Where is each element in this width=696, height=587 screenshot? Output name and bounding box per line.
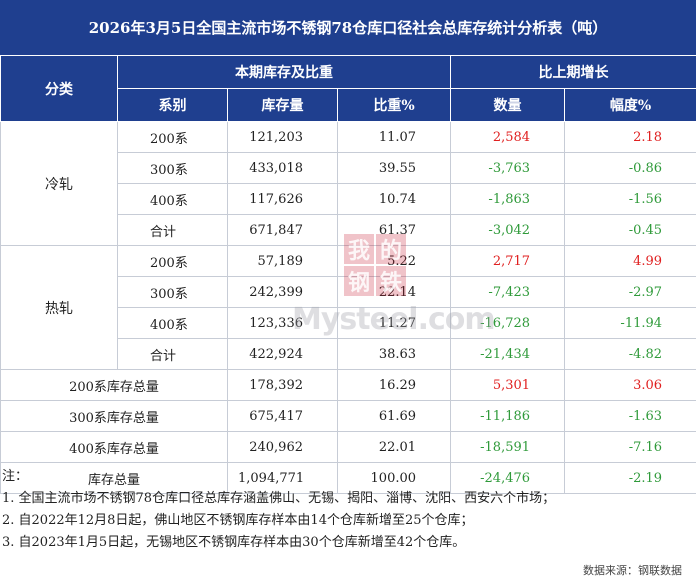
change-pct-cell: 3.06 <box>564 369 696 401</box>
share-cell: 11.27 <box>336 307 452 339</box>
header-qty: 数量 <box>450 88 566 122</box>
table-row: 400系 117,626 10.74 -1,863 -1.56 <box>1 183 696 215</box>
series-cell: 200系 <box>117 245 228 277</box>
change-qty-cell: 2,584 <box>450 121 566 153</box>
table-title: 2026年3月5日全国主流市场不锈钢78仓库口径社会总库存统计分析表（吨） <box>0 0 696 55</box>
total-label-cell: 300系库存总量 <box>0 400 228 432</box>
change-pct-cell: -1.56 <box>564 183 696 215</box>
total-row: 200系库存总量 178,392 16.29 5,301 3.06 <box>0 369 696 401</box>
share-cell: 10.74 <box>336 183 452 215</box>
share-cell: 39.55 <box>336 152 452 184</box>
stock-cell: 178,392 <box>227 369 338 401</box>
stock-cell: 422,924 <box>227 338 338 370</box>
total-row: 库存总量 1,094,771 100.00 -24,476 -2.19 <box>0 462 696 494</box>
change-qty-cell: -16,728 <box>450 307 566 339</box>
series-cell: 300系 <box>117 276 228 308</box>
notes: 注： 1. 全国主流市场不锈钢78仓库口径总库存涵盖佛山、无锡、揭阳、淄博、沈阳… <box>2 466 692 554</box>
total-label-cell: 400系库存总量 <box>0 431 228 463</box>
share-cell: 5.22 <box>336 245 452 277</box>
change-qty-cell: 2,717 <box>450 245 566 277</box>
change-qty-cell: -18,591 <box>450 431 566 463</box>
stock-cell: 240,962 <box>227 431 338 463</box>
change-qty-cell: -3,763 <box>450 152 566 184</box>
note-line: 1. 全国主流市场不锈钢78仓库口径总库存涵盖佛山、无锡、揭阳、淄博、沈阳、西安… <box>2 491 556 506</box>
table-row: 300系 242,399 22.14 -7,423 -2.97 <box>1 276 696 308</box>
change-pct-cell: -2.19 <box>564 462 696 494</box>
share-cell: 16.29 <box>336 369 452 401</box>
stock-cell: 121,203 <box>227 121 338 153</box>
share-cell: 38.63 <box>336 338 452 370</box>
header-series: 系别 <box>117 88 228 122</box>
series-cell: 400系 <box>117 183 228 215</box>
category-cell: 冷轧 <box>0 121 118 246</box>
header-stock: 库存量 <box>227 88 338 122</box>
share-cell: 22.01 <box>336 431 452 463</box>
total-row: 300系库存总量 675,417 61.69 -11,186 -1.63 <box>0 400 696 432</box>
stock-cell: 675,417 <box>227 400 338 432</box>
change-qty-cell: -11,186 <box>450 400 566 432</box>
note-line: 2. 自2022年12月8日起，佛山地区不锈钢库存样本由14个仓库新增至25个仓… <box>2 513 474 528</box>
header-category: 分类 <box>0 55 118 122</box>
change-pct-cell: -11.94 <box>564 307 696 339</box>
stock-cell: 57,189 <box>227 245 338 277</box>
change-qty-cell: -21,434 <box>450 338 566 370</box>
header-pct: 幅度% <box>564 88 696 122</box>
header-change-group: 比上期增长 <box>450 55 696 89</box>
change-pct-cell: -4.82 <box>564 338 696 370</box>
change-pct-cell: -2.97 <box>564 276 696 308</box>
table-row: 300系 433,018 39.55 -3,763 -0.86 <box>1 152 696 184</box>
series-cell: 300系 <box>117 152 228 184</box>
series-cell: 200系 <box>117 121 228 153</box>
share-cell: 22.14 <box>336 276 452 308</box>
table-row: 400系 123,336 11.27 -16,728 -11.94 <box>1 307 696 339</box>
note-line: 3. 自2023年1月5日起，无锡地区不锈钢库存样本由30个仓库新增至42个仓库… <box>2 535 466 550</box>
share-cell: 100.00 <box>336 462 452 494</box>
series-cell: 合计 <box>117 338 228 370</box>
series-cell: 400系 <box>117 307 228 339</box>
change-qty-cell: 5,301 <box>450 369 566 401</box>
header-share: 比重% <box>336 88 452 122</box>
inventory-table: 分类 本期库存及比重 比上期增长 系别 库存量 比重% 数量 幅度% 冷轧 200… <box>0 55 696 494</box>
stock-cell: 117,626 <box>227 183 338 215</box>
table-row: 合计 422,924 38.63 -21,434 -4.82 <box>1 338 696 370</box>
change-pct-cell: 4.99 <box>564 245 696 277</box>
total-label-cell: 库存总量 <box>0 462 228 494</box>
table-row: 热轧 200系 57,189 5.22 2,717 4.99 <box>0 245 696 370</box>
share-cell: 11.07 <box>336 121 452 153</box>
change-pct-cell: -1.63 <box>564 400 696 432</box>
table-row: 冷轧 200系 121,203 11.07 2,584 2.18 <box>0 121 696 246</box>
data-source: 数据来源：钢联数据 <box>583 564 682 577</box>
change-pct-cell: -0.86 <box>564 152 696 184</box>
category-cell: 热轧 <box>0 245 118 370</box>
change-pct-cell: -7.16 <box>564 431 696 463</box>
series-cell: 合计 <box>117 214 228 246</box>
stock-cell: 242,399 <box>227 276 338 308</box>
share-cell: 61.69 <box>336 400 452 432</box>
stock-cell: 123,336 <box>227 307 338 339</box>
share-cell: 61.37 <box>336 214 452 246</box>
change-qty-cell: -1,863 <box>450 183 566 215</box>
total-row: 400系库存总量 240,962 22.01 -18,591 -7.16 <box>0 431 696 463</box>
total-label-cell: 200系库存总量 <box>0 369 228 401</box>
change-pct-cell: -0.45 <box>564 214 696 246</box>
change-qty-cell: -24,476 <box>450 462 566 494</box>
table-row: 合计 671,847 61.37 -3,042 -0.45 <box>1 214 696 246</box>
change-qty-cell: -7,423 <box>450 276 566 308</box>
note-heading: 注： <box>2 469 29 484</box>
change-pct-cell: 2.18 <box>564 121 696 153</box>
change-qty-cell: -3,042 <box>450 214 566 246</box>
stock-cell: 671,847 <box>227 214 338 246</box>
stock-cell: 433,018 <box>227 152 338 184</box>
header-current-group: 本期库存及比重 <box>116 55 452 89</box>
